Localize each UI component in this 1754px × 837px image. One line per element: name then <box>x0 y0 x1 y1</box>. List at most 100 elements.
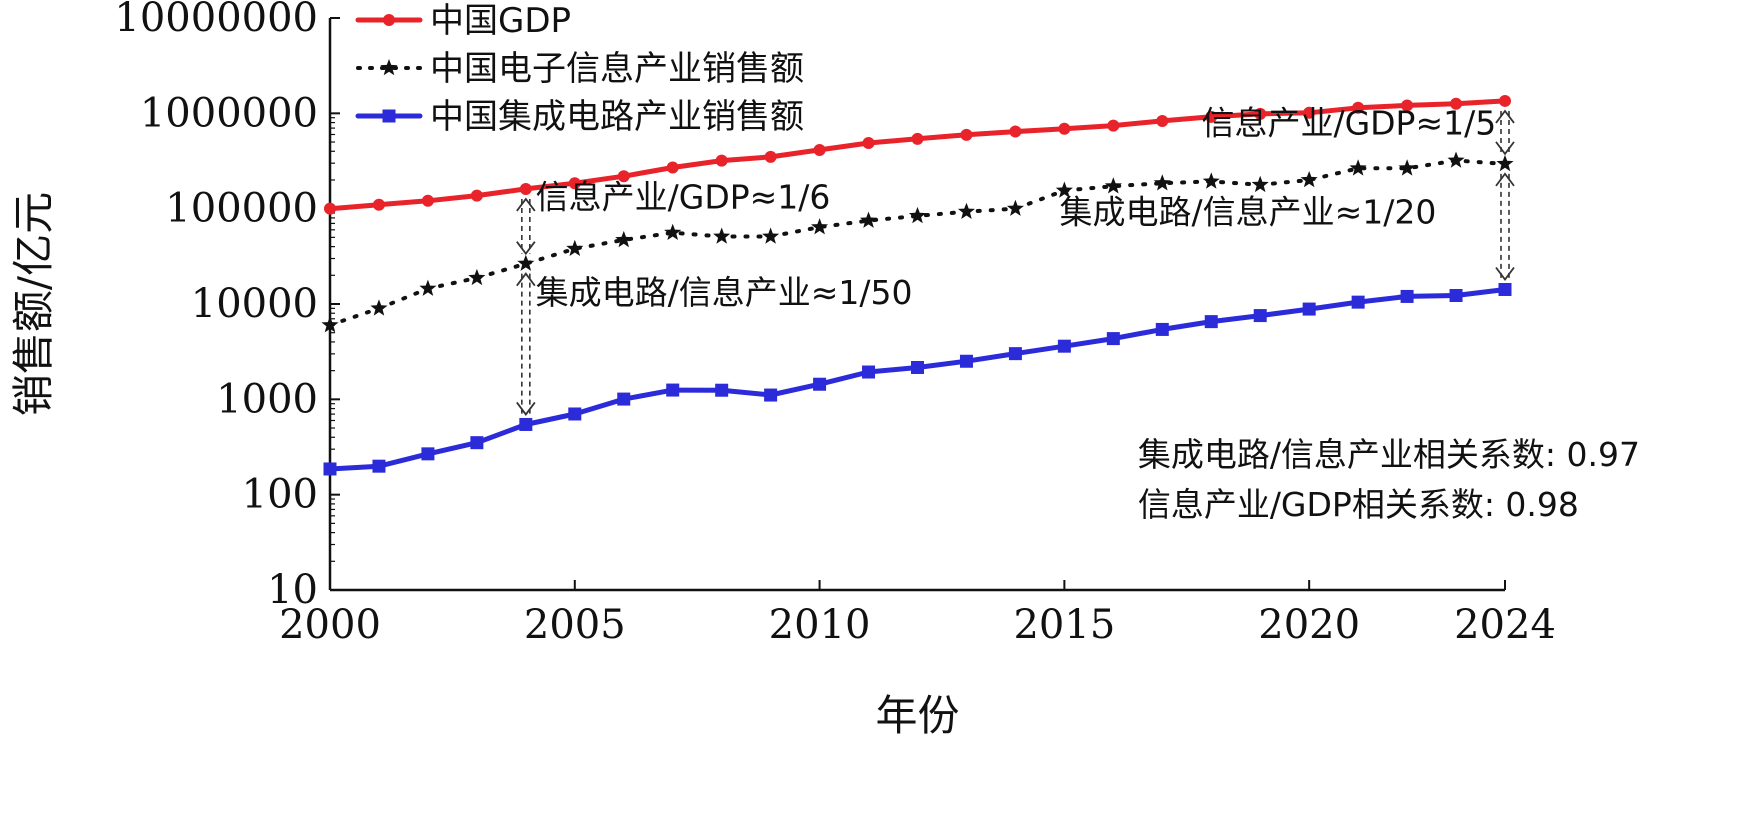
x-tick-label: 2015 <box>1013 602 1115 648</box>
data-point <box>468 268 486 286</box>
arrow-head <box>1495 109 1515 124</box>
ann-info-gdp-2024: 信息产业/GDP≈1/5 <box>1201 103 1496 142</box>
data-point <box>617 170 630 183</box>
data-point <box>1204 315 1218 329</box>
data-point <box>1202 172 1220 189</box>
data-point <box>1498 282 1512 296</box>
data-point <box>1450 97 1463 110</box>
y-tick-label: 1000 <box>216 376 318 422</box>
data-point <box>1400 289 1414 303</box>
data-point <box>811 218 829 235</box>
y-tick-label: 10 <box>267 567 318 613</box>
data-point <box>813 143 826 156</box>
y-tick-label: 1000000 <box>140 90 318 136</box>
ratio-arrow <box>1495 109 1515 156</box>
series-1 <box>324 94 1511 215</box>
ann-corr-info: 信息产业/GDP相关系数: 0.98 <box>1138 485 1579 524</box>
arrow-head <box>1495 266 1515 281</box>
y-tick-label: 10000000 <box>114 0 318 41</box>
ann-ic-info-2024: 集成电路/信息产业≈1/20 <box>1059 192 1436 231</box>
ratio-arrows <box>516 109 1515 416</box>
data-point <box>1303 106 1316 119</box>
x-tick-label: 2010 <box>769 602 871 648</box>
data-point <box>862 365 876 379</box>
data-point <box>1106 332 1120 346</box>
ann-corr-ic: 集成电路/信息产业相关系数: 0.97 <box>1138 435 1640 474</box>
data-point <box>1104 177 1122 194</box>
legend-swatch-marker <box>380 59 398 76</box>
arrow-head <box>1495 172 1515 187</box>
data-point <box>323 462 337 476</box>
data-point <box>1058 122 1071 135</box>
data-point <box>1008 347 1022 361</box>
data-point <box>1009 125 1022 138</box>
arrow-head <box>516 197 536 212</box>
data-point <box>1057 339 1071 353</box>
data-point <box>762 227 780 244</box>
legend-swatch-marker <box>383 14 395 26</box>
data-point <box>1496 154 1514 172</box>
data-point <box>324 202 336 215</box>
data-point <box>470 436 484 450</box>
data-point <box>1401 99 1414 112</box>
data-point <box>419 279 437 296</box>
data-point <box>1398 159 1416 176</box>
data-point <box>1055 181 1073 198</box>
data-point <box>372 198 385 211</box>
data-point <box>1153 174 1171 191</box>
data-point <box>1302 302 1316 316</box>
series-3 <box>323 282 1512 476</box>
data-point <box>1447 151 1465 168</box>
data-point <box>1155 322 1169 336</box>
data-point <box>1107 119 1120 132</box>
y-tick-label: 100000 <box>165 186 318 232</box>
data-point <box>908 206 927 224</box>
series-layer <box>321 94 1514 476</box>
arrow-head <box>516 401 536 416</box>
data-point <box>517 254 535 271</box>
ratio-arrow <box>1495 172 1515 281</box>
x-tick-label: 2005 <box>524 602 626 648</box>
data-point <box>960 128 973 141</box>
data-point <box>764 150 777 163</box>
legend-swatch-marker <box>382 109 396 123</box>
data-point <box>566 239 584 256</box>
ratio-arrow <box>516 272 536 416</box>
legend-entry: 中国集成电路产业销售额 <box>355 97 804 137</box>
y-axis-label: 销售额/亿元 <box>9 192 58 416</box>
data-point <box>715 383 729 397</box>
ann-info-gdp-2004: 信息产业/GDP≈1/6 <box>536 178 831 217</box>
data-point <box>617 392 631 406</box>
data-point <box>1251 175 1269 193</box>
legend-label: 中国GDP <box>430 1 571 41</box>
series-2 <box>321 151 1514 333</box>
data-point <box>1006 199 1024 216</box>
data-point <box>568 407 582 421</box>
data-point <box>1349 159 1367 176</box>
arrow-head <box>1495 141 1515 156</box>
data-point <box>1300 171 1318 188</box>
data-point <box>713 227 731 244</box>
y-tick-label: 10000 <box>191 281 318 327</box>
legend-label: 中国集成电路产业销售额 <box>430 97 804 137</box>
data-point <box>1205 110 1218 123</box>
data-point <box>615 230 633 248</box>
data-point <box>1254 107 1267 120</box>
data-point <box>421 447 435 461</box>
data-point <box>519 417 533 431</box>
data-point <box>519 182 532 195</box>
data-point <box>1352 101 1365 114</box>
data-point <box>568 177 581 190</box>
data-point <box>1351 295 1365 309</box>
legend-label: 中国电子信息产业销售额 <box>430 49 804 89</box>
annotations: 信息产业/GDP≈1/6 集成电路/信息产业≈1/50 信息产业/GDP≈1/5 集成… <box>536 103 1640 523</box>
data-point <box>862 136 875 149</box>
arrow-head <box>516 241 536 256</box>
data-point <box>1253 309 1267 323</box>
data-point <box>1156 114 1169 127</box>
data-point <box>813 377 827 391</box>
data-point <box>1499 94 1511 107</box>
legend-entry: 中国GDP <box>355 1 571 41</box>
